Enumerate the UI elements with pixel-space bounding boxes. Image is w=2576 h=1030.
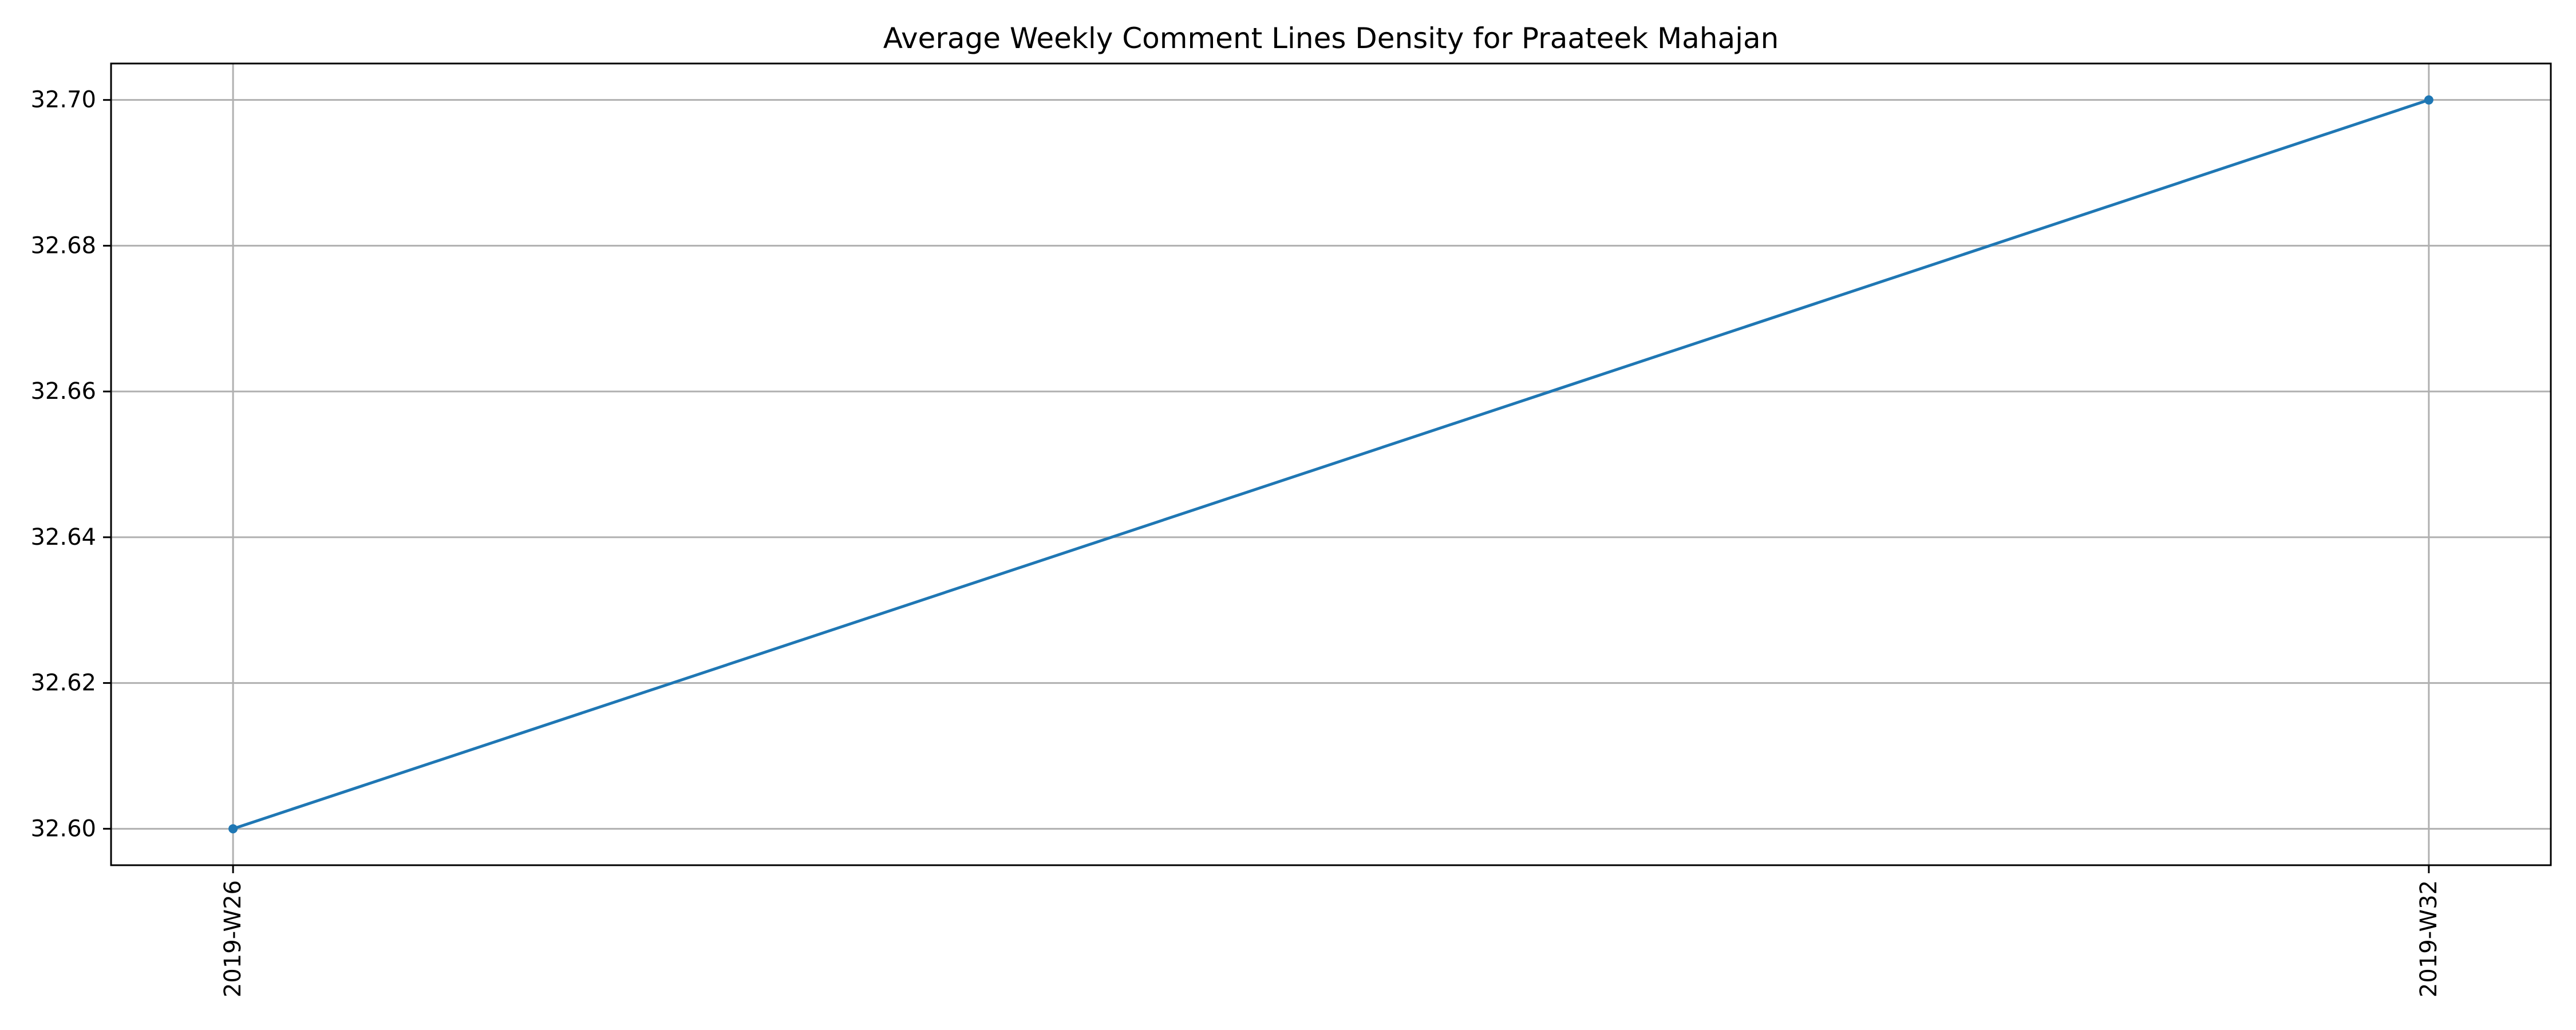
y-axis: 32.60 32.62 32.64 32.66 32.68 32.70 [30, 87, 111, 842]
series-layer [228, 95, 2433, 834]
x-tick-label: 2019-W26 [220, 880, 246, 997]
data-point [2424, 95, 2433, 105]
y-tick-label: 32.62 [30, 670, 96, 696]
y-tick-label: 32.60 [30, 815, 96, 842]
plot-area-frame [110, 62, 2552, 866]
y-tick-label: 32.66 [30, 378, 96, 405]
data-point [228, 824, 238, 834]
chart-title: Average Weekly Comment Lines Density for… [883, 22, 1779, 55]
series-line [232, 98, 2429, 830]
x-axis: 2019-W26 2019-W32 [220, 865, 2442, 997]
y-tick-label: 32.68 [30, 232, 96, 259]
y-tick-label: 32.70 [30, 87, 96, 113]
x-tick-label: 2019-W32 [2416, 880, 2442, 997]
grid-lines [111, 64, 2551, 865]
y-tick-label: 32.64 [30, 524, 96, 550]
